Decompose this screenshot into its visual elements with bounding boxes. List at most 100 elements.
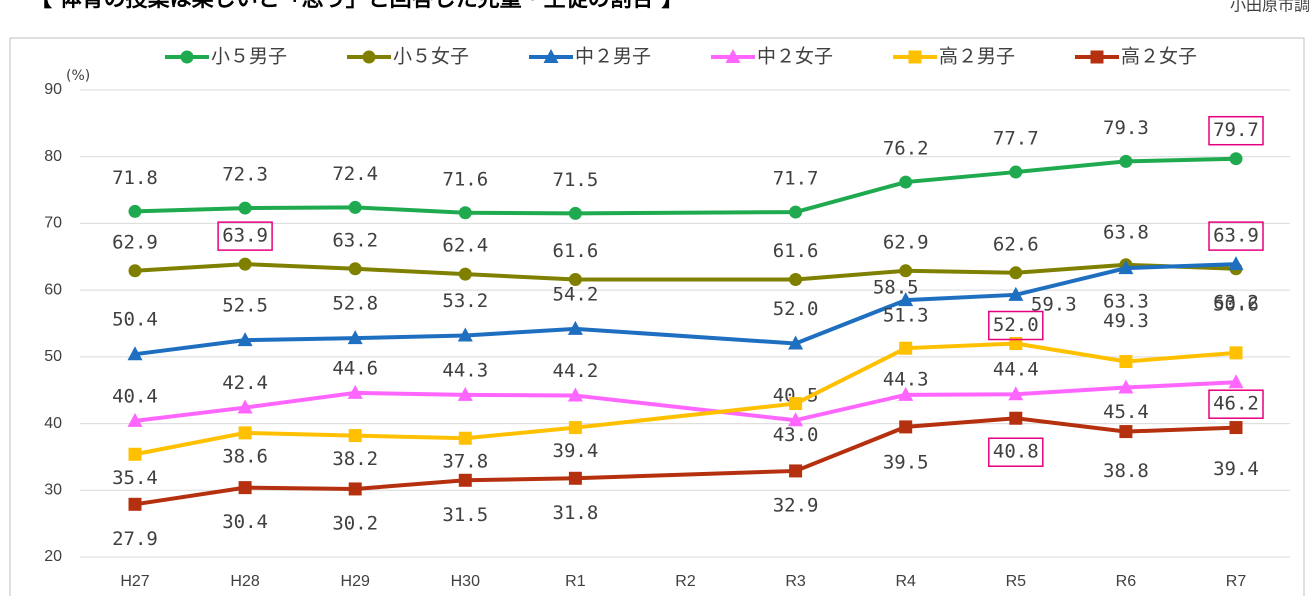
value-label: 40.5 <box>773 385 819 407</box>
y-tick-label: 30 <box>44 482 62 499</box>
value-label: 53.2 <box>442 290 488 312</box>
point <box>899 264 913 278</box>
point <box>238 201 252 215</box>
point <box>458 431 472 445</box>
value-label: 71.5 <box>553 169 599 191</box>
point <box>237 332 253 347</box>
point <box>1229 346 1243 360</box>
point <box>348 200 362 214</box>
point <box>127 346 143 361</box>
point <box>128 204 142 218</box>
gap-connector <box>575 210 796 216</box>
value-label: 31.5 <box>442 504 488 526</box>
value-label: 52.8 <box>332 293 378 315</box>
value-label: 62.9 <box>112 231 158 253</box>
point <box>789 272 803 286</box>
gap-connector <box>575 326 796 346</box>
point <box>1119 425 1133 439</box>
highlight-box <box>1208 115 1264 146</box>
point <box>458 206 472 220</box>
point <box>457 327 473 342</box>
legend-marker <box>362 50 376 64</box>
value-label: 63.2 <box>1213 291 1259 313</box>
value-label: 76.2 <box>883 138 929 160</box>
point <box>899 341 913 355</box>
x-tick-label: H27 <box>120 573 149 590</box>
highlight-box <box>217 221 273 251</box>
point <box>1009 266 1023 280</box>
point <box>568 421 582 435</box>
value-label: 38.2 <box>332 448 378 470</box>
point <box>237 399 253 414</box>
point <box>1229 421 1243 435</box>
value-label: 62.4 <box>442 235 488 257</box>
x-tick-label: R2 <box>675 573 696 590</box>
value-label: 51.3 <box>883 305 929 327</box>
point <box>789 464 803 478</box>
point <box>1118 260 1134 275</box>
point <box>899 175 913 189</box>
y-tick-label: 90 <box>44 81 62 98</box>
point <box>568 206 582 220</box>
point <box>1228 256 1244 271</box>
point <box>238 257 252 271</box>
value-label: 43.0 <box>773 424 819 446</box>
point <box>238 481 252 495</box>
point <box>1119 355 1133 369</box>
point <box>127 412 143 427</box>
point <box>128 447 142 461</box>
value-label: 71.6 <box>442 168 488 190</box>
point <box>567 387 583 402</box>
legend-marker <box>725 49 741 63</box>
value-label: 35.4 <box>112 467 158 489</box>
legend-label: 高２女子 <box>1121 46 1197 68</box>
value-label: 63.3 <box>1103 291 1149 313</box>
value-label: 71.8 <box>112 167 158 189</box>
y-tick-label: 40 <box>44 415 62 432</box>
value-label: 44.4 <box>993 359 1039 381</box>
point <box>1118 379 1134 394</box>
value-label: 58.5 <box>873 277 919 299</box>
x-tick-label: R1 <box>565 573 586 590</box>
point <box>898 292 914 307</box>
value-label: 45.4 <box>1103 401 1149 423</box>
point <box>347 330 363 345</box>
highlight-box <box>1208 221 1264 251</box>
y-tick-label: 60 <box>44 281 62 298</box>
value-label: 61.6 <box>553 240 599 262</box>
point <box>898 386 914 401</box>
x-tick-label: R6 <box>1116 573 1137 590</box>
highlight-box <box>1208 389 1264 419</box>
legend-marker <box>908 50 922 64</box>
legend-marker <box>180 50 194 64</box>
chart-title: 【 体育の授業は楽しいと「思う」と回答した児童・生徒の割合 】 <box>30 0 683 12</box>
value-label: 52.5 <box>222 295 268 317</box>
legend-label: 中２男子 <box>575 46 651 68</box>
value-label: 79.7 <box>1213 119 1259 141</box>
x-tick-label: H30 <box>451 573 480 590</box>
value-label: 44.3 <box>442 359 488 381</box>
point <box>128 497 142 511</box>
value-label: 27.9 <box>112 528 158 550</box>
gap-connector <box>575 468 796 481</box>
value-label: 63.9 <box>222 225 268 247</box>
value-label: 37.8 <box>442 451 488 473</box>
value-label: 32.9 <box>773 494 819 516</box>
point <box>348 262 362 276</box>
point <box>567 320 583 335</box>
y-tick-label: 50 <box>44 348 62 365</box>
point <box>128 264 142 278</box>
value-label: 79.3 <box>1103 117 1149 139</box>
point <box>788 335 804 350</box>
value-label: 49.3 <box>1103 310 1149 332</box>
point <box>568 272 582 286</box>
value-label: 50.6 <box>1213 293 1259 315</box>
y-tick-label: 80 <box>44 148 62 165</box>
point <box>458 473 472 487</box>
highlight-box <box>988 310 1044 341</box>
point <box>1009 165 1023 179</box>
point <box>899 420 913 434</box>
value-label: 59.3 <box>1031 293 1077 315</box>
value-label: 39.5 <box>883 451 929 473</box>
point <box>347 384 363 399</box>
